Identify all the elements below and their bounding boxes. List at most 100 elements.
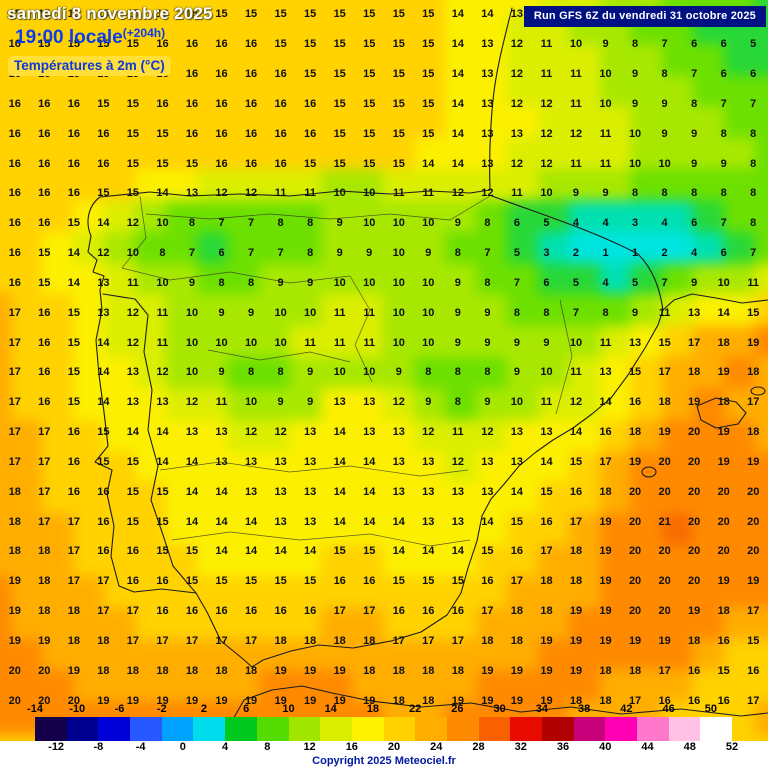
temperature-value: 16 <box>67 485 80 498</box>
heat-cell <box>258 544 292 579</box>
heat-cell <box>258 294 292 328</box>
heat-cell <box>538 200 572 234</box>
heat-cell <box>475 231 510 266</box>
map-header: samedi 8 novembre 2025 19:00 locale(+204… <box>7 4 213 76</box>
legend-tick-label: 4 <box>222 741 229 753</box>
legend-tick-label: 2 <box>200 703 208 715</box>
temperature-value: 15 <box>304 68 317 81</box>
temperature-value: 20 <box>688 485 701 498</box>
heat-cell <box>10 419 44 454</box>
temperature-value: 15 <box>244 8 258 21</box>
heat-cell <box>631 482 665 516</box>
temperature-value: 16 <box>156 605 169 618</box>
heat-cell <box>320 231 355 266</box>
heat-cell <box>41 513 75 547</box>
heat-cell <box>755 169 768 203</box>
temperature-value: 18 <box>8 485 21 498</box>
temperature-value: 16 <box>97 515 110 528</box>
heat-cell <box>755 325 768 360</box>
temperature-value: 20 <box>688 426 701 439</box>
heat-cell <box>724 75 758 109</box>
valid-date: samedi 8 novembre 2025 <box>7 4 213 23</box>
temperature-value: 10 <box>599 97 612 110</box>
temperature-value: 14 <box>156 187 169 200</box>
heat-cell <box>413 75 448 109</box>
heat-cell <box>662 137 696 172</box>
temperature-value: 8 <box>484 276 491 289</box>
temperature-value: 12 <box>244 187 258 200</box>
heat-cell <box>413 482 448 516</box>
temperature-value: 13 <box>274 485 287 498</box>
temperature-value: 12 <box>126 336 140 349</box>
heat-cell <box>382 482 417 516</box>
heat-cell <box>444 388 479 422</box>
temperature-value: 12 <box>185 396 199 409</box>
temperature-value: 17 <box>38 485 51 498</box>
heat-cell <box>351 12 386 46</box>
heat-cell <box>289 106 324 140</box>
temperature-value: 11 <box>156 306 169 319</box>
heat-cell <box>0 419 13 454</box>
heat-cell <box>755 262 768 297</box>
temperature-value: 16 <box>8 247 21 260</box>
temperature-value: 9 <box>691 276 698 289</box>
heat-cell <box>538 106 572 140</box>
heat-cell <box>600 262 634 297</box>
temperature-value: 16 <box>274 68 287 81</box>
heat-cell <box>72 576 106 610</box>
heat-cell <box>41 482 75 516</box>
heat-cell <box>662 419 696 454</box>
heat-cell <box>41 544 75 579</box>
heat-cell <box>600 106 634 140</box>
temperature-value: 16 <box>510 545 524 558</box>
heat-cell <box>41 576 75 610</box>
heat-cell <box>724 450 758 485</box>
heat-cell <box>382 169 417 203</box>
heat-cell <box>134 450 168 485</box>
temperature-value: 19 <box>599 515 612 528</box>
legend-bottom-strip: -12 -8 -4 0 4 8 12 16 20 24 28 32 36 40 44 48 52 Copyrig… <box>0 741 768 768</box>
heat-cell <box>382 75 417 109</box>
temperature-value: 18 <box>599 485 612 498</box>
heat-cell <box>569 356 603 391</box>
temperature-value: 14 <box>215 545 228 558</box>
temperature-value: 19 <box>747 336 760 349</box>
heat-cell <box>351 294 386 328</box>
heat-cell <box>351 169 386 203</box>
temperature-value: 6 <box>750 68 757 81</box>
temperature-value: 12 <box>274 426 287 439</box>
temperature-value: 8 <box>484 217 491 230</box>
temperature-value: 11 <box>127 276 139 289</box>
temperature-value: 8 <box>632 187 639 200</box>
temperature-value: 17 <box>8 426 21 439</box>
heat-cell <box>444 450 479 485</box>
temperature-value: 18 <box>688 634 701 647</box>
temperature-value: 19 <box>658 426 671 439</box>
temperature-value: 19 <box>8 605 21 618</box>
heat-cell <box>196 0 230 15</box>
heat-cell <box>289 513 324 547</box>
temperature-value: 15 <box>392 38 405 51</box>
heat-cell <box>662 482 696 516</box>
temperature-value: 16 <box>451 605 464 618</box>
legend-color-segment <box>130 717 162 741</box>
temperature-value: 14 <box>569 426 583 439</box>
temperature-value: 10 <box>333 276 346 289</box>
heat-cell <box>72 137 106 172</box>
heat-cell <box>289 356 324 391</box>
temperature-value: 20 <box>747 485 760 498</box>
heat-cell <box>134 576 168 610</box>
heat-cell <box>506 169 541 203</box>
heat-cell <box>0 262 13 297</box>
temperature-value: 5 <box>513 247 520 260</box>
temperature-value: 10 <box>304 306 317 319</box>
heat-cell <box>72 0 106 15</box>
heat-cell <box>382 450 417 485</box>
heat-cell <box>413 231 448 266</box>
temperature-value: 18 <box>38 545 51 558</box>
heat-cell <box>289 325 324 360</box>
legend-color-segment <box>605 717 638 741</box>
temperature-value: 9 <box>277 276 284 289</box>
heat-cell <box>413 419 448 454</box>
